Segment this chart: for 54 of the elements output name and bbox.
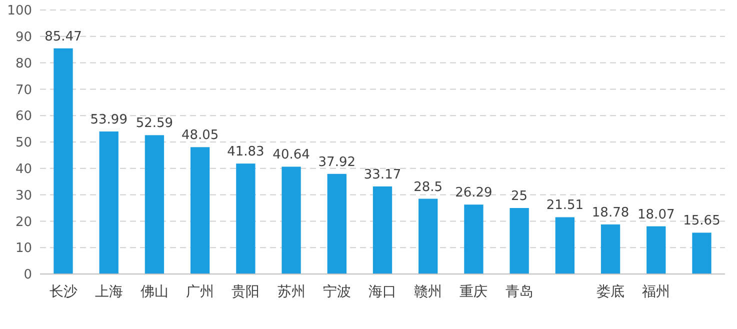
- x-tick-label: 上海: [94, 284, 123, 300]
- y-tick-label: 90: [15, 30, 32, 45]
- bar: [600, 224, 620, 274]
- data-label: 41.83: [227, 144, 264, 160]
- x-tick-label: 广州: [186, 284, 214, 300]
- x-tick-label: 福州: [642, 284, 670, 300]
- y-tick-label: 50: [15, 136, 32, 151]
- bar: [464, 204, 484, 274]
- bar: [372, 186, 392, 274]
- bar: [510, 208, 529, 274]
- bar: [99, 131, 118, 274]
- data-label: 18.07: [638, 207, 675, 222]
- data-label: 53.99: [90, 112, 128, 128]
- bar: [418, 198, 438, 274]
- y-tick-label: 0: [24, 268, 32, 283]
- data-label: 37.92: [318, 154, 356, 170]
- data-label: 15.65: [683, 214, 720, 229]
- data-label: 26.29: [455, 186, 492, 201]
- y-tick-label: 10: [15, 241, 32, 256]
- bar: [555, 217, 574, 274]
- x-tick-label: 娄底: [596, 284, 625, 300]
- x-tick-label: 海口: [368, 284, 396, 300]
- bar: [190, 147, 210, 274]
- data-label: 33.17: [364, 167, 402, 182]
- bar: [144, 135, 164, 274]
- data-label: 40.64: [272, 148, 310, 163]
- y-tick-label: 40: [15, 162, 32, 177]
- bar: [692, 232, 712, 274]
- data-label: 28.5: [414, 180, 443, 195]
- data-label: 21.51: [546, 198, 584, 214]
- x-tick-label: 贵阳: [232, 284, 260, 300]
- data-label: 48.05: [181, 128, 219, 144]
- x-tick-label: 重庆: [460, 284, 488, 300]
- x-tick-label: 宁波: [322, 284, 351, 300]
- data-label: 85.47: [44, 29, 82, 44]
- bar: [54, 48, 73, 274]
- data-label: 52.59: [136, 116, 174, 132]
- y-tick-label: 60: [15, 109, 32, 124]
- x-tick-label: 赣州: [414, 284, 442, 300]
- y-tick-label: 70: [15, 82, 32, 98]
- y-tick-label: 30: [15, 188, 32, 204]
- x-tick-label: 青岛: [505, 284, 534, 300]
- x-tick-label: 长沙: [49, 284, 78, 300]
- y-tick-label: 80: [15, 56, 32, 72]
- data-label: 25: [511, 189, 528, 204]
- bar: [236, 164, 256, 274]
- bar: [646, 226, 666, 274]
- bar: [327, 174, 346, 274]
- data-label: 18.78: [592, 205, 630, 220]
- y-tick-label: 100: [7, 4, 32, 19]
- bar: [282, 166, 301, 274]
- x-tick-label: 苏州: [277, 284, 306, 300]
- x-tick-label: 佛山: [140, 284, 168, 300]
- y-tick-label: 20: [15, 214, 32, 230]
